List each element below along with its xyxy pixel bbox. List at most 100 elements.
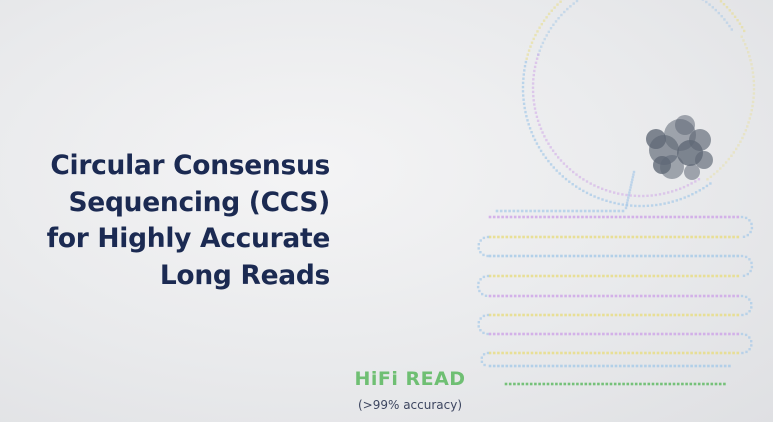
read-row-dot <box>635 274 639 278</box>
read-row-dot <box>589 215 593 219</box>
loop-dot <box>633 194 637 197</box>
read-row-dot <box>568 274 572 278</box>
loop-dot <box>549 27 553 30</box>
loop-dot <box>701 0 705 1</box>
read-row-dot <box>652 364 656 368</box>
read-row-dot <box>736 274 740 278</box>
loop-dot <box>728 24 731 28</box>
loop-dot <box>534 33 537 37</box>
loop-dot <box>740 26 744 29</box>
read-row-dot <box>656 294 660 298</box>
loop-dot <box>532 37 535 41</box>
read-row-dot <box>681 215 685 219</box>
loop-dot <box>477 247 480 250</box>
read-row-dot <box>690 215 693 219</box>
exit-strand-dot <box>625 204 628 207</box>
read-row-dot <box>610 294 614 298</box>
loop-dot <box>569 5 572 8</box>
loop-dot <box>740 35 743 38</box>
loop-dot <box>752 92 756 95</box>
loop-dot <box>750 222 753 226</box>
loop-dot <box>550 9 553 12</box>
loop-dot <box>750 306 753 309</box>
loop-dot <box>687 194 690 198</box>
read-row-dot <box>694 274 698 278</box>
loop-dot <box>530 131 533 134</box>
read-row-dot <box>564 332 567 336</box>
read-row-dot <box>715 351 719 355</box>
loop-dot <box>746 233 749 237</box>
read-row-dot <box>719 254 723 258</box>
read-row-dot <box>627 332 630 336</box>
loop-dot <box>658 193 662 196</box>
loop-dot <box>752 79 755 83</box>
loop-dot <box>549 146 552 149</box>
loop-dot <box>575 173 578 176</box>
read-row-dot <box>539 332 542 336</box>
read-row-dot <box>623 254 626 258</box>
loop-dot <box>526 119 529 122</box>
read-row-dot <box>736 332 740 336</box>
read-row-dot <box>564 364 567 368</box>
read-row-dot <box>673 274 677 278</box>
loop-dot <box>482 353 486 356</box>
hifi-read-dot <box>702 382 705 386</box>
read-row-dot <box>631 313 635 317</box>
read-row-dot <box>497 274 500 278</box>
read-row-dot <box>509 294 513 298</box>
read-row-dot <box>568 364 572 368</box>
read-row-dot <box>715 332 719 336</box>
read-row-dot <box>648 313 651 317</box>
loop-dot <box>568 168 572 171</box>
read-row-dot <box>539 294 542 298</box>
read-row-dot <box>572 235 576 239</box>
loop-dot <box>545 16 548 19</box>
read-row-dot <box>497 254 500 258</box>
loop-dot <box>552 166 555 169</box>
loop-dot <box>575 0 579 3</box>
read-row-dot <box>631 274 635 278</box>
read-row-dot <box>728 254 731 258</box>
loop-dot <box>630 204 633 207</box>
loop-dot <box>522 77 525 80</box>
read-row-dot <box>623 215 626 219</box>
loop-dot <box>482 236 486 240</box>
read-row-dot <box>572 313 576 317</box>
read-row-dot <box>728 313 731 317</box>
loop-dot <box>484 294 488 297</box>
loop-dot <box>537 53 540 56</box>
read-row-dot <box>715 364 719 368</box>
loop-dot <box>578 175 582 179</box>
read-row-dot <box>501 313 504 317</box>
loop-dot <box>538 26 541 29</box>
loop-dot <box>529 45 532 48</box>
read-row-dot <box>534 294 538 298</box>
read-row-dot <box>652 294 656 298</box>
read-row-dot <box>635 294 639 298</box>
read-row-dot <box>509 274 513 278</box>
loop-dot <box>637 194 641 198</box>
loop-dot <box>709 182 712 185</box>
loop-dot <box>534 61 538 64</box>
loop-dot <box>593 184 596 187</box>
read-row-dot <box>518 364 521 368</box>
loop-dot <box>532 73 535 77</box>
read-row-dot <box>673 215 677 219</box>
loop-dot <box>477 281 480 285</box>
read-row-dot <box>526 364 530 368</box>
loop-dot <box>732 151 735 154</box>
loop-dot <box>744 43 747 46</box>
read-row-dot <box>597 313 601 317</box>
hifi-read-dot <box>563 382 567 386</box>
read-row-dot <box>576 313 580 317</box>
read-row-dot <box>509 364 513 368</box>
read-row-dot <box>547 294 551 298</box>
title-line-4: Long Reads <box>159 259 330 291</box>
read-row-dot <box>652 274 656 278</box>
read-row-dot <box>677 235 681 239</box>
read-row-dot <box>576 364 580 368</box>
loop-dot <box>751 100 755 104</box>
connector-dot <box>495 209 499 213</box>
read-row-dot <box>564 313 567 317</box>
read-row-dot <box>543 235 546 239</box>
